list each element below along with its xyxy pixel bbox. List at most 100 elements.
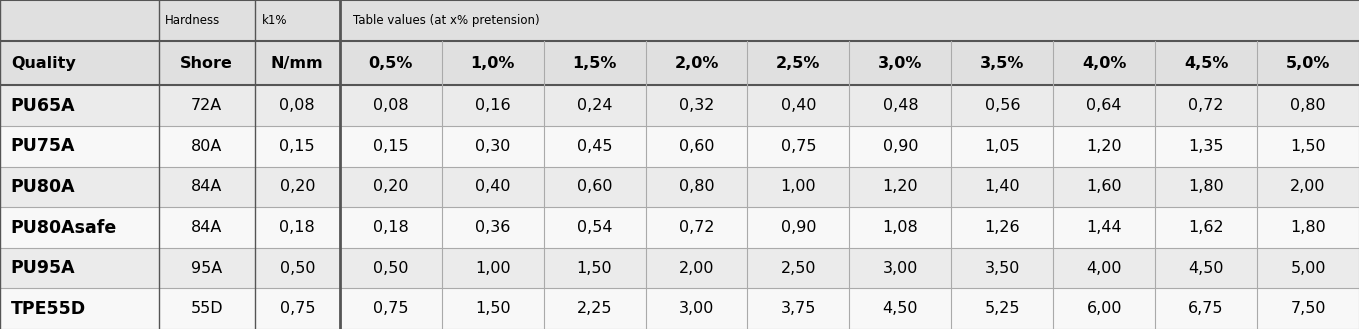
Bar — [544, 126, 646, 166]
Bar — [849, 289, 951, 329]
Bar — [255, 40, 340, 86]
Text: 2,00: 2,00 — [678, 261, 715, 276]
Bar — [1257, 86, 1359, 126]
Text: 1,50: 1,50 — [1290, 139, 1326, 154]
Text: 0,15: 0,15 — [372, 139, 409, 154]
Text: 4,50: 4,50 — [1188, 261, 1224, 276]
Text: 0,56: 0,56 — [984, 98, 1021, 113]
Text: TPE55D: TPE55D — [11, 300, 86, 318]
Bar — [442, 86, 544, 126]
Bar — [255, 289, 340, 329]
Text: 1,20: 1,20 — [882, 179, 919, 194]
Bar — [1053, 248, 1155, 289]
Text: 0,60: 0,60 — [678, 139, 715, 154]
Bar — [159, 166, 255, 207]
Bar — [1155, 207, 1257, 248]
Bar — [0, 166, 159, 207]
Bar — [159, 248, 255, 289]
Text: 0,80: 0,80 — [678, 179, 715, 194]
Text: 2,00: 2,00 — [1290, 179, 1326, 194]
Bar — [1257, 248, 1359, 289]
Bar — [1053, 40, 1155, 86]
Text: 0,75: 0,75 — [280, 301, 315, 316]
Bar — [1053, 166, 1155, 207]
Bar — [849, 248, 951, 289]
Text: 1,00: 1,00 — [474, 261, 511, 276]
Bar — [747, 40, 849, 86]
Bar — [1155, 166, 1257, 207]
Text: 0,20: 0,20 — [372, 179, 409, 194]
Bar — [442, 166, 544, 207]
Bar — [340, 166, 442, 207]
Text: 0,08: 0,08 — [280, 98, 315, 113]
Bar — [0, 207, 159, 248]
Bar — [340, 40, 442, 86]
Bar — [1053, 207, 1155, 248]
Bar — [951, 207, 1053, 248]
Text: 1,0%: 1,0% — [470, 56, 515, 70]
Bar — [849, 40, 951, 86]
Text: 1,50: 1,50 — [474, 301, 511, 316]
Bar — [1155, 248, 1257, 289]
Bar — [646, 289, 747, 329]
Text: 0,32: 0,32 — [678, 98, 715, 113]
Bar — [544, 86, 646, 126]
Text: PU75A: PU75A — [11, 137, 75, 155]
Text: 0,60: 0,60 — [576, 179, 613, 194]
Text: 0,75: 0,75 — [372, 301, 409, 316]
Bar — [747, 207, 849, 248]
Bar — [340, 207, 442, 248]
Text: 0,20: 0,20 — [280, 179, 315, 194]
Bar — [0, 40, 159, 86]
Text: 0,72: 0,72 — [678, 220, 715, 235]
Text: 2,0%: 2,0% — [674, 56, 719, 70]
Text: 3,00: 3,00 — [678, 301, 715, 316]
Bar — [442, 248, 544, 289]
Text: 0,16: 0,16 — [474, 98, 511, 113]
Text: N/mm: N/mm — [270, 56, 323, 70]
Text: Table values (at x% pretension): Table values (at x% pretension) — [353, 14, 540, 27]
Bar — [747, 86, 849, 126]
Bar — [442, 126, 544, 166]
Text: 0,90: 0,90 — [780, 220, 817, 235]
Text: 1,62: 1,62 — [1188, 220, 1224, 235]
Bar — [255, 166, 340, 207]
Bar — [255, 126, 340, 166]
Bar — [442, 40, 544, 86]
Text: 4,0%: 4,0% — [1082, 56, 1127, 70]
Text: 0,90: 0,90 — [882, 139, 919, 154]
Text: 3,5%: 3,5% — [980, 56, 1025, 70]
Bar — [849, 126, 951, 166]
Text: 1,08: 1,08 — [882, 220, 919, 235]
Bar — [849, 207, 951, 248]
Text: 0,18: 0,18 — [280, 220, 315, 235]
Bar — [1257, 289, 1359, 329]
Bar — [544, 166, 646, 207]
Text: 0,64: 0,64 — [1086, 98, 1123, 113]
Text: 0,54: 0,54 — [576, 220, 613, 235]
Text: 1,00: 1,00 — [780, 179, 817, 194]
Bar — [544, 248, 646, 289]
Text: 3,0%: 3,0% — [878, 56, 923, 70]
Text: 3,50: 3,50 — [984, 261, 1021, 276]
Bar — [0, 0, 159, 40]
Text: 1,80: 1,80 — [1290, 220, 1326, 235]
Bar — [951, 166, 1053, 207]
Bar — [1155, 126, 1257, 166]
Text: 1,40: 1,40 — [984, 179, 1021, 194]
Text: 5,00: 5,00 — [1290, 261, 1326, 276]
Bar — [646, 248, 747, 289]
Bar — [646, 207, 747, 248]
Text: 84A: 84A — [192, 179, 223, 194]
Text: 5,25: 5,25 — [984, 301, 1021, 316]
Text: 1,50: 1,50 — [576, 261, 613, 276]
Bar — [340, 248, 442, 289]
Bar — [747, 289, 849, 329]
Text: k1%: k1% — [261, 14, 287, 27]
Bar — [747, 166, 849, 207]
Text: 0,48: 0,48 — [882, 98, 919, 113]
Bar — [1155, 289, 1257, 329]
Text: 72A: 72A — [192, 98, 223, 113]
Text: 1,26: 1,26 — [984, 220, 1021, 235]
Bar — [544, 289, 646, 329]
